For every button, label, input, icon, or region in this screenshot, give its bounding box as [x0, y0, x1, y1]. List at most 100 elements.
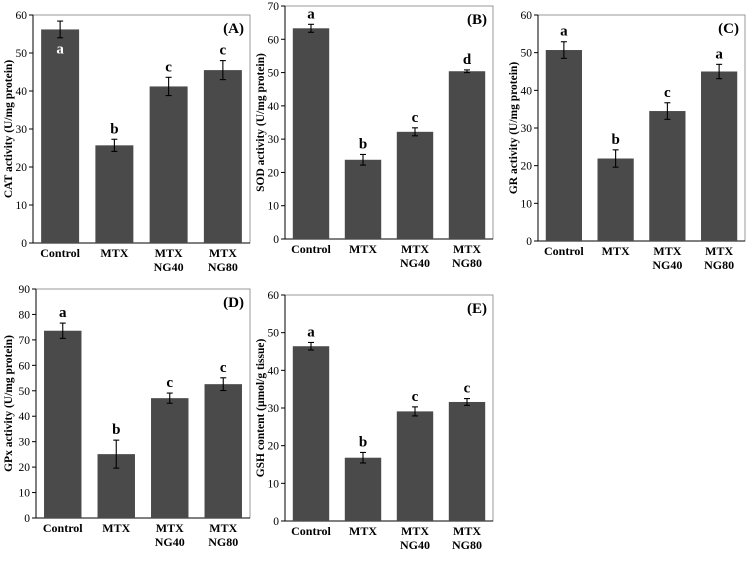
x-tick-label: MTX	[100, 246, 128, 260]
y-tick-label: 60	[16, 10, 28, 22]
y-tick-label: 40	[521, 85, 533, 97]
x-tick-label: MTX	[349, 524, 377, 538]
significance-letter: d	[463, 52, 472, 68]
x-tick-label: Control	[40, 246, 80, 260]
x-tick-label: NG40	[652, 258, 682, 272]
x-tick-label: MTX	[453, 242, 481, 256]
y-tick-label: 80	[19, 309, 31, 321]
y-tick-label: 50	[19, 386, 31, 398]
panel-label: (E)	[467, 301, 487, 317]
y-tick-label: 50	[268, 68, 280, 80]
y-axis-label: SOD activity (U/mg protein)	[255, 53, 267, 192]
significance-letter: a	[560, 24, 568, 40]
y-tick-label: 0	[273, 234, 279, 246]
x-tick-label: MTX	[401, 242, 429, 256]
y-tick-label: 30	[16, 124, 28, 136]
x-tick-label: MTX	[705, 244, 733, 258]
chart-panel-1: 0 10 20 30 40 50 60 CAT activity (U/mg protein)…	[3, 10, 251, 274]
y-tick-label: 20	[268, 167, 280, 179]
y-tick-label: 40	[268, 365, 280, 377]
bar	[344, 457, 382, 521]
bar	[292, 346, 330, 521]
significance-letter: c	[220, 360, 227, 376]
y-tick-label: 40	[16, 86, 28, 98]
significance-letter: c	[166, 375, 173, 391]
y-axis-label: CAT activity (U/mg protein)	[3, 60, 15, 198]
x-tick-label: NG40	[155, 535, 185, 549]
bar	[396, 411, 434, 521]
bar	[44, 330, 82, 518]
bar	[448, 71, 486, 240]
y-tick-label: 20	[268, 441, 280, 453]
x-tick-label: NG80	[208, 260, 238, 274]
chart-panel-5: 0 10 20 30 40 50 60 GSH content (µmol/g tissue)…	[255, 290, 494, 552]
significance-letter: c	[165, 59, 172, 75]
bar	[396, 131, 434, 239]
x-tick-label: MTX	[653, 244, 681, 258]
significance-letter: c	[220, 43, 227, 59]
significance-letter: a	[307, 324, 315, 340]
y-axis-label: GR activity (U/mg protein)	[508, 62, 520, 195]
x-tick-label: NG80	[452, 256, 482, 270]
y-tick-label: 0	[24, 513, 30, 525]
y-tick-label: 30	[19, 437, 31, 449]
x-tick-label: MTX	[156, 521, 184, 535]
y-tick-label: 0	[273, 516, 279, 528]
bar	[701, 71, 738, 241]
y-tick-label: 90	[19, 284, 31, 296]
significance-letter: c	[664, 85, 671, 101]
x-tick-label: MTX	[453, 524, 481, 538]
panel-label: (D)	[223, 295, 244, 311]
bar	[545, 50, 582, 241]
significance-letter: a	[715, 46, 723, 62]
y-tick-label: 10	[16, 200, 28, 212]
significance-letter: b	[112, 422, 120, 438]
x-tick-label: Control	[291, 242, 331, 256]
chart-panel-2: 0 10 20 30 40 50 60 70 SOD activity (U/mg protei…	[255, 1, 494, 270]
chart-panel-4: 0 10 20 30 40 50 60 70 80 90 GPx activity (U/mg pr…	[3, 284, 251, 549]
x-tick-label: Control	[43, 521, 83, 535]
x-tick-label: MTX	[209, 246, 237, 260]
panel-label: (A)	[223, 21, 244, 37]
y-tick-label: 40	[19, 411, 31, 423]
y-tick-label: 0	[526, 236, 532, 248]
bar	[204, 384, 242, 518]
y-tick-label: 50	[16, 48, 28, 60]
x-tick-label: MTX	[602, 244, 630, 258]
significance-letter: b	[611, 132, 619, 148]
bar	[649, 111, 686, 241]
bar	[597, 158, 634, 241]
bar	[149, 86, 188, 243]
x-tick-label: MTX	[102, 521, 130, 535]
y-tick-label: 70	[268, 1, 280, 13]
significance-letter: a	[307, 6, 315, 22]
y-tick-label: 60	[268, 290, 280, 302]
y-tick-label: 40	[268, 101, 280, 113]
x-tick-label: Control	[291, 524, 331, 538]
y-tick-label: 50	[268, 328, 280, 340]
y-tick-label: 60	[521, 10, 533, 22]
y-tick-label: 60	[19, 360, 31, 372]
significance-letter: b	[110, 121, 118, 137]
significance-letter: c	[464, 381, 471, 397]
significance-letter: b	[359, 136, 367, 152]
significance-letter: a	[59, 305, 67, 321]
x-tick-label: NG80	[208, 535, 238, 549]
y-tick-label: 10	[268, 201, 280, 213]
x-tick-label: NG40	[400, 538, 430, 552]
y-tick-label: 50	[521, 48, 533, 60]
significance-letter: c	[412, 389, 419, 405]
x-tick-label: MTX	[349, 242, 377, 256]
y-axis-label: GSH content (µmol/g tissue)	[255, 339, 267, 478]
bar	[203, 70, 242, 243]
bar	[41, 29, 80, 243]
x-tick-label: MTX	[209, 521, 237, 535]
y-tick-label: 10	[19, 488, 31, 500]
y-tick-label: 30	[521, 123, 533, 135]
significance-letter: a	[56, 41, 64, 57]
y-tick-label: 30	[268, 403, 280, 415]
y-tick-label: 20	[521, 161, 533, 173]
y-tick-label: 0	[21, 238, 27, 250]
